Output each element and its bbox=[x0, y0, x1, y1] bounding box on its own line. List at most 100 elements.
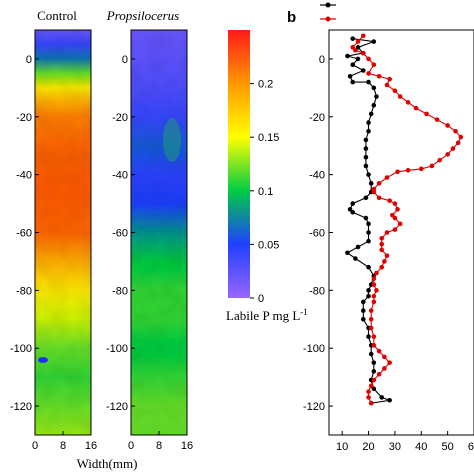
control-ytick-label-4: -80 bbox=[16, 285, 32, 297]
rsd-point-treatment-4 bbox=[360, 50, 366, 56]
rsd-point-treatment-45 bbox=[382, 259, 387, 264]
rsd-point-treatment-48 bbox=[371, 276, 377, 282]
rsd-point-control-22 bbox=[368, 181, 374, 186]
rsd-point-treatment-58 bbox=[376, 348, 382, 354]
rsd-point-treatment-43 bbox=[379, 247, 385, 253]
rsd-xtick-label-4: 50 bbox=[442, 441, 454, 453]
rsd-point-treatment-64 bbox=[368, 383, 374, 389]
treatment-ytick-label-1: -20 bbox=[112, 112, 128, 124]
control-ytick-label-5: -100 bbox=[10, 343, 32, 355]
rsd-point-treatment-57 bbox=[371, 343, 377, 348]
rsd-point-treatment-35 bbox=[395, 207, 400, 212]
rsd-point-treatment-22 bbox=[445, 152, 450, 157]
rsd-point-treatment-56 bbox=[371, 334, 377, 339]
rsd-point-control-24 bbox=[363, 195, 369, 201]
rsd-point-control-13 bbox=[371, 102, 377, 108]
rsd-point-treatment-24 bbox=[429, 163, 435, 169]
rsd-point-treatment-18 bbox=[453, 128, 458, 134]
rsd-point-control-16 bbox=[366, 128, 371, 134]
control-xtick-label-2: 16 bbox=[85, 440, 97, 452]
rsd-point-treatment-66 bbox=[366, 395, 371, 400]
rsd-point-treatment-40 bbox=[384, 230, 390, 235]
rsd-point-treatment-65 bbox=[366, 389, 371, 394]
control-ytick-label-0: 0 bbox=[26, 54, 32, 66]
rsd-ytick-label-0: 0 bbox=[319, 54, 325, 66]
rsd-point-control-30 bbox=[366, 230, 371, 235]
rsd-point-treatment-29 bbox=[376, 181, 382, 186]
rsd-point-control-41 bbox=[360, 308, 366, 313]
treatment-xtick-label-0: 0 bbox=[128, 440, 134, 452]
rsd-point-treatment-52 bbox=[371, 299, 377, 305]
rsd-point-treatment-10 bbox=[384, 82, 390, 88]
rsd-point-treatment-13 bbox=[405, 100, 411, 105]
rsd-line-control bbox=[346, 38, 392, 404]
colorbar-label: Labile P mg L-1 bbox=[226, 307, 308, 323]
rsd-point-control-1 bbox=[371, 39, 377, 44]
rsd-line-treatment bbox=[351, 35, 462, 404]
rsd-ytick-label-5: -100 bbox=[303, 343, 325, 355]
rsd-point-treatment-34 bbox=[392, 201, 398, 206]
treatment-xtick-label-1: 8 bbox=[156, 440, 162, 452]
rsd-ytick-label-1: -20 bbox=[309, 112, 325, 124]
colorbar-tick-label-1: 0.05 bbox=[258, 239, 279, 251]
rsd-point-control-46 bbox=[368, 351, 374, 357]
treatment-heatmap bbox=[131, 30, 187, 435]
rsd-point-control-11 bbox=[371, 85, 377, 91]
rsd-point-control-6 bbox=[350, 62, 356, 68]
rsd-point-treatment-1 bbox=[355, 39, 361, 44]
rsd-plot-frame bbox=[328, 29, 474, 436]
rsd-point-treatment-50 bbox=[374, 288, 379, 293]
rsd-point-control-52 bbox=[387, 397, 392, 403]
rsd-ytick-label-3: -60 bbox=[309, 228, 325, 240]
rsd-point-treatment-32 bbox=[376, 195, 382, 201]
rsd-ytick-label-2: -40 bbox=[309, 170, 325, 182]
rsd-point-treatment-23 bbox=[437, 157, 443, 163]
rsd-point-treatment-15 bbox=[424, 111, 429, 117]
rsd-point-treatment-0 bbox=[360, 33, 366, 39]
rsd-point-treatment-42 bbox=[379, 241, 385, 247]
rsd-point-control-34 bbox=[353, 256, 358, 261]
rsd-point-control-14 bbox=[368, 111, 374, 117]
colorbar-tick-label-0: 0 bbox=[258, 293, 264, 305]
rsd-xtick-label-0: 10 bbox=[336, 441, 348, 453]
treatment-ytick-label-4: -80 bbox=[112, 285, 128, 297]
rsd-point-treatment-26 bbox=[405, 168, 411, 173]
rsd-point-control-20 bbox=[363, 163, 369, 169]
control-ytick-label-1: -20 bbox=[16, 112, 32, 124]
treatment-ytick-label-3: -60 bbox=[112, 228, 128, 240]
rsd-point-treatment-67 bbox=[368, 400, 374, 406]
rsd-point-control-38 bbox=[366, 288, 371, 293]
rsd-point-treatment-11 bbox=[392, 88, 398, 94]
rsd-point-treatment-17 bbox=[445, 123, 450, 128]
treatment-ytick-label-2: -40 bbox=[112, 170, 128, 182]
control-xtick-label-1: 8 bbox=[60, 440, 66, 452]
rsd-point-control-47 bbox=[371, 360, 377, 365]
rsd-point-control-27 bbox=[350, 209, 356, 215]
rsd-xtick-label-3: 40 bbox=[415, 441, 427, 453]
rsd-point-treatment-38 bbox=[397, 221, 403, 227]
rsd-point-treatment-14 bbox=[413, 105, 419, 111]
treatment-heatmap-patch bbox=[163, 118, 181, 162]
rsd-point-control-5 bbox=[355, 56, 361, 62]
rsd-point-control-48 bbox=[371, 369, 377, 374]
rsd-point-treatment-28 bbox=[384, 175, 390, 180]
rsd-point-control-10 bbox=[366, 79, 371, 85]
rsd-point-treatment-63 bbox=[371, 377, 377, 383]
treatment-ytick-label-6: -120 bbox=[106, 401, 128, 413]
rsd-point-control-0 bbox=[350, 36, 356, 41]
rsd-point-control-21 bbox=[366, 172, 371, 177]
legend bbox=[320, 2, 336, 22]
rsd-point-treatment-19 bbox=[458, 134, 464, 140]
control-title: Control bbox=[37, 8, 77, 23]
colorbar-tick-label-4: 0.2 bbox=[258, 79, 273, 91]
rsd-point-treatment-61 bbox=[382, 366, 387, 371]
rsd-point-control-9 bbox=[350, 79, 356, 85]
rsd-point-control-31 bbox=[366, 238, 371, 244]
colorbar-tick-label-3: 0.15 bbox=[258, 132, 279, 144]
colorbar-tick-label-2: 0.1 bbox=[258, 186, 273, 198]
control-ytick-label-2: -40 bbox=[16, 170, 32, 182]
rsd-point-control-8 bbox=[347, 73, 353, 79]
treatment-ytick-label-0: 0 bbox=[122, 54, 128, 66]
control-ytick-label-6: -120 bbox=[10, 401, 32, 413]
rsd-point-control-17 bbox=[363, 137, 369, 143]
